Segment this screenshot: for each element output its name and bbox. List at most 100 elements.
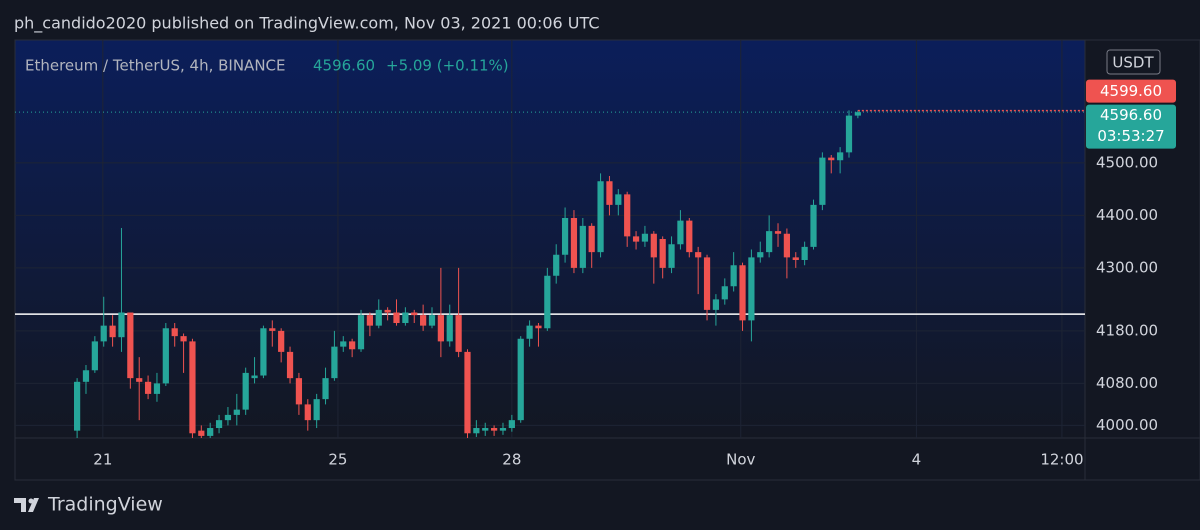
candle-body [189,341,196,434]
candle-body [624,194,631,237]
x-tick-label: Nov [726,451,755,469]
candle-body [499,428,507,431]
candle-body [473,428,480,434]
candle-body [295,378,303,405]
candle-body [597,181,604,253]
candle-body [686,220,693,253]
candle-body [242,372,249,410]
candle-body [579,225,586,268]
logo [14,498,39,512]
candle-body [233,409,240,415]
candle-body [659,239,666,268]
candle-body [810,204,817,247]
candle-body [837,152,844,161]
candle-body [615,194,622,205]
candle-body [313,399,320,421]
candle-body [774,231,782,234]
candle-body [251,375,258,379]
x-tick-label: 12:00 [1040,451,1083,469]
x-tick-label: 28 [502,451,521,469]
candle-body [322,378,329,400]
candle-body [792,257,799,261]
candle-body [109,325,116,338]
candle-body [357,315,365,350]
candle-body [641,233,649,242]
y-tick-label: 4080.00 [1096,374,1158,392]
candle-body [127,312,134,379]
candle-body [331,346,338,379]
candle-body [553,254,560,276]
candle-body [260,328,267,376]
ask-tag-label: 4599.60 [1100,82,1162,100]
candle-body [144,381,152,394]
candle-body [819,157,826,205]
countdown: 03:53:27 [1097,127,1164,145]
candle-body [828,157,835,161]
candle-body [766,231,773,253]
candle-body [801,246,808,261]
candle-body [340,341,347,347]
candle-body [136,378,143,382]
x-tick-label: 25 [328,451,347,469]
candle-body [517,338,524,421]
x-tick-label: 4 [912,451,922,469]
candle-body [82,370,90,382]
candle-body [544,275,551,329]
plot-background [15,40,1085,438]
currency-badge [1106,49,1161,75]
candle-body [171,328,178,337]
legend-price: 4596.60 [313,57,375,75]
candle-body [162,328,169,384]
y-tick-label: 4400.00 [1096,206,1158,224]
candle-body [757,252,764,258]
candle-body [588,225,595,253]
candle-body [854,112,861,116]
candle-body [632,236,640,242]
candle-body [437,315,444,342]
candle-body [278,330,285,352]
brand: TradingView [47,494,163,516]
candle-body [411,312,418,316]
candle-body [482,428,489,431]
candle-body [739,265,746,321]
y-tick-label: 4500.00 [1096,153,1158,171]
candle-body [269,328,276,331]
candle-body [420,315,427,326]
y-tick-label: 4180.00 [1096,321,1158,339]
candle-body [695,252,702,258]
candle-body [384,309,391,313]
candle-body [464,351,471,434]
candle-body [286,351,294,379]
last-price-tag-label: 4596.60 [1100,106,1162,124]
candle-body [783,233,790,258]
candle-body [535,325,542,329]
candle-body [446,315,453,342]
ask-tag [1086,79,1176,103]
y-tick-label: 4000.00 [1096,416,1158,434]
x-tick-label: 21 [93,451,112,469]
candle-body [730,265,737,287]
candle-body [721,286,728,300]
candle-body [402,312,409,324]
candle-body [490,428,498,431]
candle-body [455,315,462,352]
overlay: 4599.60 4596.60 03:53:27 USDT [1086,49,1176,149]
candle-body [712,299,720,310]
legend-change: +5.09 (+0.11%) [386,57,509,75]
candle-body [118,312,125,338]
candle-body [153,383,161,394]
frame [14,39,1200,481]
candle-body [198,430,205,436]
candle-body [349,341,356,350]
candle-body [650,233,657,258]
candle-body [366,315,373,326]
candle-body [304,404,311,421]
y-tick-label: 4300.00 [1096,258,1158,276]
candle-body [74,381,81,431]
candle-body [561,217,569,255]
candle-body [215,420,223,429]
currency-label: USDT [1112,54,1154,72]
legend-title: Ethereum / TetherUS, 4h, BINANCE [25,57,286,75]
